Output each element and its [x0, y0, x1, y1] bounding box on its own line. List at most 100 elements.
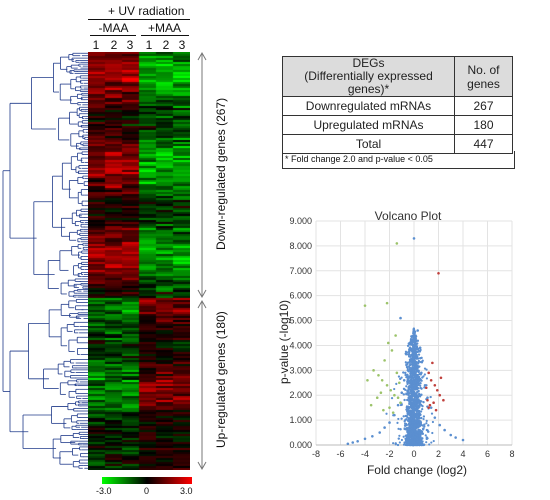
volcano-point — [388, 421, 391, 424]
volcano-point — [416, 329, 419, 332]
row-label: Upregulated mRNAs — [282, 115, 455, 135]
x-tick-label: -6 — [336, 449, 344, 459]
volcano-point — [372, 369, 375, 372]
colorbar-tick-mid: 0 — [144, 486, 150, 496]
volcano-point — [411, 421, 414, 424]
x-tick-label: 4 — [460, 449, 465, 459]
volcano-point — [410, 354, 413, 357]
volcano-point — [412, 327, 415, 330]
volcano-point — [415, 427, 418, 430]
volcano-point — [382, 408, 385, 412]
volcano-point — [415, 443, 418, 446]
volcano-point — [424, 434, 427, 437]
x-tick-label: 2 — [436, 449, 441, 459]
x-tick-label: 0 — [411, 449, 416, 459]
volcano-point — [399, 428, 402, 431]
volcano-point — [434, 408, 438, 412]
volcano-point — [396, 421, 399, 424]
volcano-point — [420, 371, 423, 375]
volcano-point — [391, 411, 395, 414]
volcano-point — [425, 441, 428, 444]
volcano-point — [407, 396, 410, 399]
volcano-point — [410, 405, 413, 408]
volcano-point — [416, 395, 420, 399]
volcano-point — [411, 440, 414, 443]
volcano-point — [413, 400, 416, 403]
volcano-point — [407, 437, 410, 441]
volcano-point — [418, 365, 421, 368]
volcano-point — [379, 391, 383, 395]
volcano-point — [402, 415, 405, 418]
volcano-point — [421, 432, 424, 435]
group-label-plus-maa: +MAA — [147, 21, 181, 35]
volcano-point — [407, 423, 410, 426]
y-tick-label: 1.000 — [289, 415, 312, 425]
x-tick-label: -8 — [312, 449, 320, 459]
volcano-point — [416, 416, 419, 420]
volcano-point — [402, 387, 406, 390]
volcano-point — [454, 436, 457, 439]
y-tick-label: 0.000 — [289, 440, 312, 450]
table-header-count: No. of genes — [454, 56, 513, 97]
group-bracket-minus-maa — [90, 35, 136, 36]
volcano-point — [414, 424, 417, 427]
volcano-point — [407, 430, 410, 433]
volcano-point — [411, 379, 414, 382]
table-header-degs: DEGs (Differentially expressed genes)* — [282, 56, 455, 97]
volcano-point — [417, 360, 420, 363]
volcano-point — [425, 368, 428, 371]
volcano-point — [421, 442, 424, 445]
volcano-point — [429, 406, 433, 409]
volcano-point — [404, 414, 407, 418]
volcano-point — [414, 402, 417, 405]
volcano-point — [409, 363, 412, 366]
volcano-point — [407, 443, 410, 446]
volcano-point — [403, 420, 406, 423]
volcano-point — [398, 381, 401, 385]
volcano-point — [412, 417, 415, 420]
volcano-point — [416, 407, 419, 410]
volcano-point — [420, 387, 423, 390]
volcano-point — [420, 400, 423, 403]
volcano-point — [390, 349, 394, 352]
volcano-point — [397, 437, 400, 440]
volcano-point — [393, 413, 396, 417]
volcano-point — [419, 423, 422, 427]
volcano-point — [406, 344, 410, 347]
volcano-point — [416, 419, 419, 423]
volcano-point — [410, 424, 413, 427]
volcano-point — [416, 347, 419, 350]
volcano-point — [433, 416, 437, 419]
volcano-point — [404, 373, 407, 377]
volcano-point — [385, 412, 388, 415]
volcano-point — [425, 436, 428, 439]
volcano-point — [413, 398, 416, 401]
volcano-point — [406, 382, 409, 385]
volcano-point — [396, 396, 400, 400]
volcano-point — [416, 400, 419, 403]
volcano-point — [416, 357, 420, 360]
volcano-point — [431, 431, 434, 435]
colorbar-tick-low: -3.0 — [96, 486, 112, 496]
volcano-point — [417, 401, 421, 404]
volcano-point — [423, 423, 426, 426]
volcano-point — [431, 361, 434, 365]
row-value: 267 — [454, 96, 513, 116]
volcano-point — [414, 374, 417, 377]
volcano-point — [405, 385, 408, 388]
volcano-point — [416, 438, 419, 441]
expression-heatmap — [88, 52, 190, 470]
volcano-point — [439, 376, 443, 380]
volcano-point — [411, 347, 414, 350]
volcano-point — [351, 441, 355, 444]
volcano-point — [392, 442, 395, 445]
volcano-point — [396, 443, 400, 447]
volcano-point — [402, 378, 406, 382]
volcano-point — [404, 422, 407, 425]
volcano-point — [407, 350, 411, 353]
volcano-point — [417, 353, 421, 356]
volcano-point — [400, 438, 404, 442]
volcano-point — [423, 373, 426, 376]
volcano-point — [427, 424, 430, 427]
volcano-point — [414, 384, 417, 387]
